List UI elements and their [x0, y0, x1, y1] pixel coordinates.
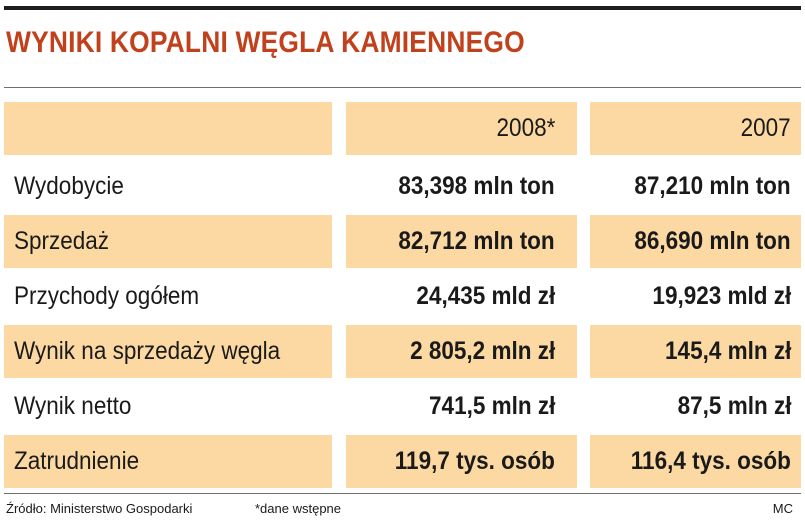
header-label-cell	[4, 102, 332, 155]
value-2007-cell: 19,923 mld zł	[590, 270, 801, 323]
row-label-cell: Sprzedaż	[4, 215, 332, 268]
table-row: Wydobycie 83,398 mln ton 87,210 mln ton	[0, 160, 805, 213]
value-2008-cell: 119,7 tys. osób	[346, 435, 577, 488]
top-rule	[4, 6, 801, 10]
value-2008-cell: 2 805,2 mln zł	[346, 325, 577, 378]
row-label: Przychody ogółem	[14, 282, 200, 310]
value-2007-cell: 87,210 mln ton	[590, 160, 801, 213]
value-2007: 87,5 mln zł	[677, 392, 791, 420]
value-2007-cell: 86,690 mln ton	[590, 215, 801, 268]
row-label-cell: Przychody ogółem	[4, 270, 332, 323]
value-2007-cell: 87,5 mln zł	[590, 380, 801, 433]
value-2007: 145,4 mln zł	[664, 337, 791, 365]
value-2008: 2 805,2 mln zł	[409, 337, 555, 365]
row-label: Zatrudnienie	[14, 447, 140, 475]
header-2007-cell: 2007	[590, 102, 801, 155]
row-label-cell: Wynik na sprzedaży węgla	[4, 325, 332, 378]
column-header-2007: 2007	[740, 114, 791, 142]
preliminary-data-note: *dane wstępne	[255, 501, 342, 516]
row-label-cell: Wynik netto	[4, 380, 332, 433]
value-2008-cell: 82,712 mln ton	[346, 215, 577, 268]
value-2007: 87,210 mln ton	[634, 172, 791, 200]
source-note: Źródło: Ministerstwo Gospodarki	[6, 501, 193, 516]
header-2008-cell: 2008*	[346, 102, 577, 155]
row-label-cell: Wydobycie	[4, 160, 332, 213]
table-header-row: 2008* 2007	[0, 102, 805, 155]
page-title: WYNIKI KOPALNI WĘGLA KAMIENNEGO	[6, 26, 525, 59]
bottom-divider	[4, 493, 801, 494]
value-2007: 116,4 tys. osób	[630, 447, 791, 475]
value-2008: 83,398 mln ton	[398, 172, 555, 200]
column-header-2008: 2008*	[496, 114, 555, 142]
author-initials: MC	[772, 501, 793, 516]
value-2008: 82,712 mln ton	[398, 227, 555, 255]
table-row: Zatrudnienie 119,7 tys. osób 116,4 tys. …	[0, 435, 805, 488]
title-divider	[4, 87, 801, 88]
table-row: Wynik na sprzedaży węgla 2 805,2 mln zł …	[0, 325, 805, 378]
value-2008-cell: 741,5 mln zł	[346, 380, 577, 433]
row-label-cell: Zatrudnienie	[4, 435, 332, 488]
row-label: Wynik netto	[14, 392, 132, 420]
table-row: Przychody ogółem 24,435 mld zł 19,923 ml…	[0, 270, 805, 323]
value-2008: 741,5 mln zł	[428, 392, 555, 420]
value-2008: 24,435 mld zł	[416, 282, 555, 310]
table-row: Sprzedaż 82,712 mln ton 86,690 mln ton	[0, 215, 805, 268]
value-2007-cell: 145,4 mln zł	[590, 325, 801, 378]
value-2007-cell: 116,4 tys. osób	[590, 435, 801, 488]
row-label: Wynik na sprzedaży węgla	[14, 337, 281, 365]
value-2008-cell: 83,398 mln ton	[346, 160, 577, 213]
row-label: Wydobycie	[14, 172, 124, 200]
value-2007: 19,923 mld zł	[652, 282, 791, 310]
row-label: Sprzedaż	[14, 227, 110, 255]
value-2007: 86,690 mln ton	[634, 227, 791, 255]
value-2008-cell: 24,435 mld zł	[346, 270, 577, 323]
table-row: Wynik netto 741,5 mln zł 87,5 mln zł	[0, 380, 805, 433]
value-2008: 119,7 tys. osób	[394, 447, 555, 475]
